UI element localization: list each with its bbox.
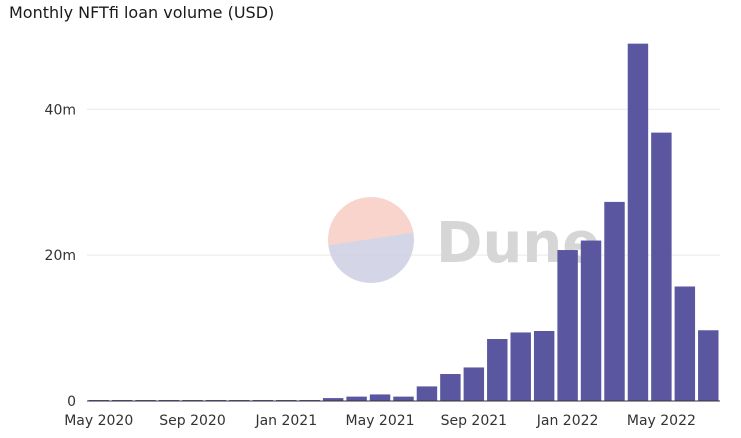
bar-2021-06[interactable] bbox=[393, 396, 414, 401]
x-tick-label: Jan 2021 bbox=[254, 413, 317, 429]
bar-2021-10[interactable] bbox=[487, 339, 508, 401]
chart-title: Monthly NFTfi loan volume (USD) bbox=[9, 3, 275, 22]
x-tick-label: May 2020 bbox=[64, 413, 133, 429]
y-tick-label: 0 bbox=[67, 394, 76, 410]
x-tick-label: Jan 2022 bbox=[536, 413, 599, 429]
bar-2021-08[interactable] bbox=[440, 374, 461, 401]
bar-2022-04[interactable] bbox=[627, 43, 649, 402]
bar-2022-06[interactable] bbox=[674, 286, 696, 402]
bar-2022-01[interactable] bbox=[557, 250, 578, 401]
bar-2021-03[interactable] bbox=[322, 398, 344, 401]
x-tick-label: May 2021 bbox=[346, 413, 415, 429]
x-tick-label: Sep 2020 bbox=[159, 413, 225, 429]
bars bbox=[88, 43, 719, 402]
bar-2021-12[interactable] bbox=[533, 330, 555, 401]
bar-2021-04[interactable] bbox=[346, 396, 367, 401]
y-tick-label: 40m bbox=[45, 102, 76, 118]
y-tick-label: 20m bbox=[45, 248, 76, 264]
bar-2022-07[interactable] bbox=[698, 330, 719, 401]
bar-2022-02[interactable] bbox=[580, 240, 602, 401]
x-tick-label: May 2022 bbox=[627, 413, 696, 429]
bar-2021-09[interactable] bbox=[463, 367, 485, 401]
dune-logo-icon bbox=[328, 197, 414, 283]
bar-2022-03[interactable] bbox=[604, 201, 625, 401]
bar-2021-05[interactable] bbox=[369, 394, 391, 401]
watermark: Dune bbox=[328, 197, 600, 283]
x-axis-ticks: May 2020 Sep 2020 Jan 2021 May 2021 Sep 2021… bbox=[64, 413, 696, 429]
x-tick-label: Sep 2021 bbox=[441, 413, 507, 429]
bar-2021-11[interactable] bbox=[510, 332, 531, 401]
bar-2021-07[interactable] bbox=[416, 386, 438, 401]
bar-2022-05[interactable] bbox=[651, 132, 672, 401]
y-axis-ticks: 0 20m 40m bbox=[45, 102, 76, 410]
